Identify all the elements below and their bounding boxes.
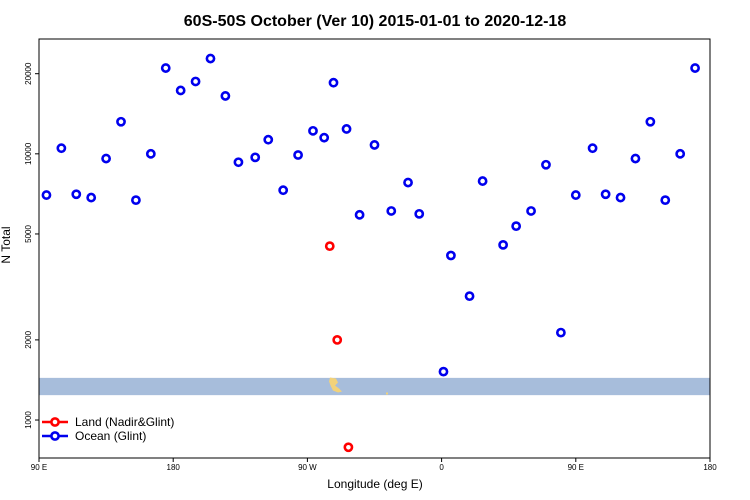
x-tick-label: 90 W <box>298 463 317 472</box>
plot-frame <box>38 38 711 459</box>
data-point <box>403 177 413 188</box>
data-point <box>190 76 201 87</box>
data-point <box>570 190 581 200</box>
ocean-band <box>39 377 710 396</box>
y-axis: 1000 2000 5000 10000 20000 <box>24 62 39 429</box>
data-point <box>511 221 522 232</box>
data-point <box>615 192 626 203</box>
data-point <box>278 185 289 196</box>
data-point <box>308 125 318 136</box>
x-tick-label: 90 E <box>31 463 47 472</box>
data-point <box>319 132 330 143</box>
data-point <box>675 148 686 159</box>
data-point <box>414 208 425 219</box>
y-tick-label: 20000 <box>24 62 33 85</box>
data-point <box>293 150 303 160</box>
data-point <box>498 239 509 250</box>
x-tick-label: 180 <box>703 463 717 472</box>
data-point <box>86 192 97 203</box>
x-tick-label: 0 <box>439 463 444 472</box>
data-point <box>328 77 339 88</box>
data-point <box>341 124 352 134</box>
y-tick-label: 1000 <box>24 411 33 429</box>
data-point <box>600 189 611 200</box>
x-axis: 90 E 180 90 W 0 90 E 180 <box>31 458 717 472</box>
legend-label: Land (Nadir&Glint) <box>75 415 174 429</box>
data-point <box>233 157 244 168</box>
land-outline <box>329 377 388 395</box>
data-point <box>630 153 641 164</box>
data-point <box>477 176 488 186</box>
y-tick-label: 10000 <box>24 142 33 165</box>
land-shape <box>386 392 388 395</box>
data-point <box>354 209 365 220</box>
y-tick-label: 2000 <box>24 330 33 348</box>
data-point <box>220 91 231 101</box>
data-point <box>205 53 216 64</box>
data-point <box>645 116 656 127</box>
legend: Land (Nadir&Glint)Ocean (Glint) <box>42 415 174 443</box>
legend-marker <box>50 431 60 441</box>
data-point <box>175 85 186 96</box>
data-point <box>369 140 380 150</box>
data-point <box>446 250 456 261</box>
data-point <box>526 206 536 216</box>
legend-label: Ocean (Glint) <box>75 429 146 443</box>
data-point <box>116 116 126 127</box>
data-point <box>101 153 111 164</box>
x-tick-label: 180 <box>167 463 181 472</box>
data-point <box>56 143 67 154</box>
data-point <box>41 190 52 200</box>
legend-marker <box>50 417 60 427</box>
data-point <box>587 143 598 154</box>
data-point <box>324 241 335 252</box>
land-shape <box>329 377 342 393</box>
data-point <box>343 442 354 453</box>
x-axis-label: Longitude (deg E) <box>327 477 422 491</box>
data-point <box>690 63 700 73</box>
y-tick-label: 5000 <box>24 225 33 243</box>
data-point <box>263 134 274 145</box>
data-point <box>131 195 141 206</box>
data-point <box>145 148 156 159</box>
data-point <box>386 206 397 216</box>
data-point <box>332 334 343 345</box>
data-point <box>250 152 261 163</box>
data-point <box>541 159 551 170</box>
data-point <box>160 63 171 73</box>
x-tick-label: 90 E <box>568 463 584 472</box>
data-point <box>438 366 449 377</box>
data-point <box>464 291 475 302</box>
y-axis-label: N Total <box>0 226 13 263</box>
chart-title: 60S-50S October (Ver 10) 2015-01-01 to 2… <box>184 13 567 30</box>
data-point <box>555 327 566 338</box>
data-points <box>41 53 700 453</box>
data-point <box>660 195 671 206</box>
data-point <box>71 189 82 200</box>
